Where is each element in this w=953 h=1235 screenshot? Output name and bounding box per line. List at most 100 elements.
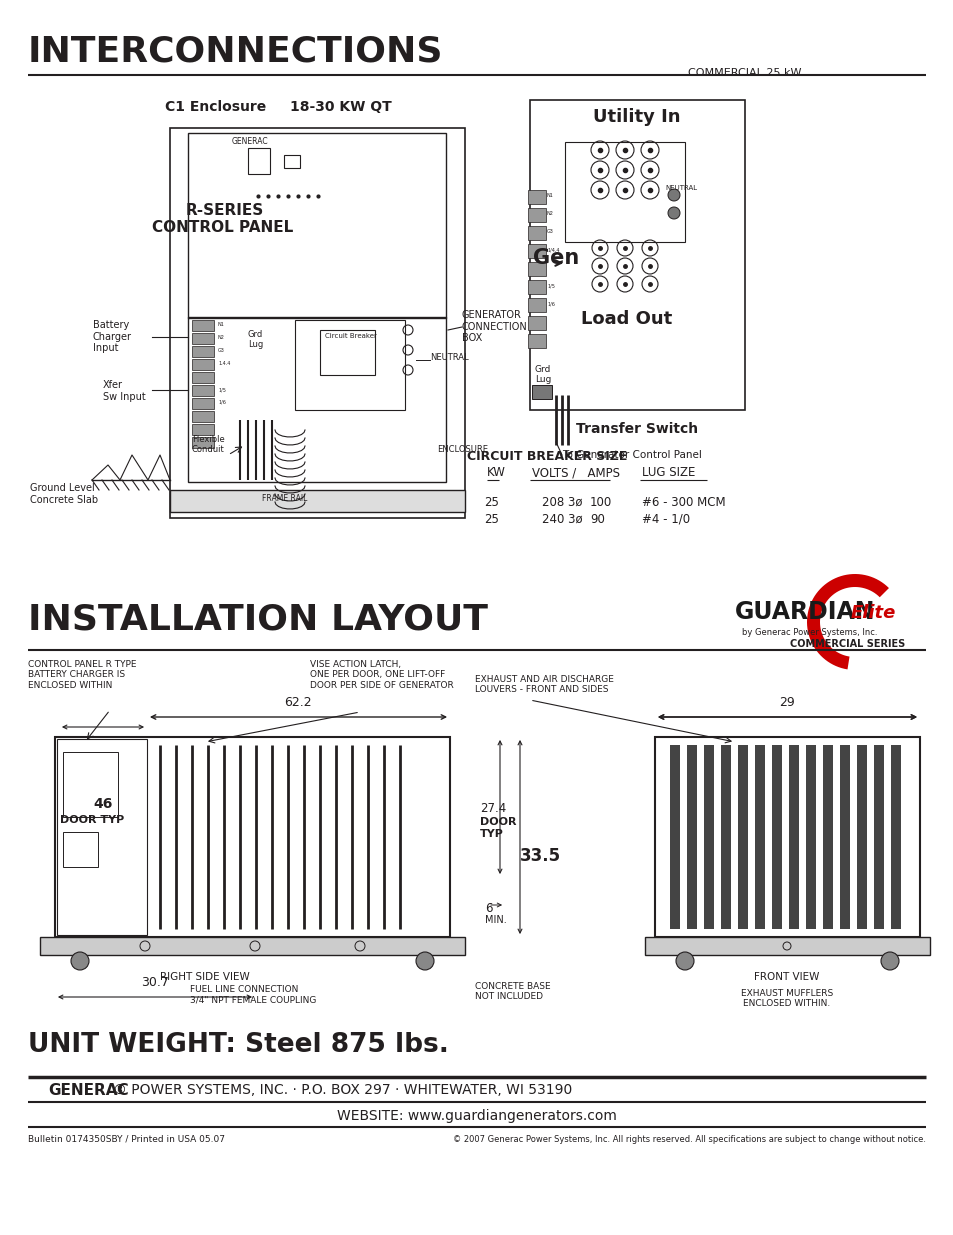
Text: Battery
Charger
Input: Battery Charger Input — [92, 320, 132, 353]
Text: 1/5: 1/5 — [218, 387, 226, 391]
Text: NEUTRAL: NEUTRAL — [664, 185, 697, 191]
Text: CONTROL PANEL: CONTROL PANEL — [152, 220, 294, 235]
Circle shape — [880, 952, 898, 969]
Text: #4 - 1/0: #4 - 1/0 — [641, 513, 689, 526]
Text: GENERAC: GENERAC — [232, 137, 269, 146]
Bar — [532, 385, 552, 399]
Bar — [822, 745, 832, 929]
Text: Flexible
Conduit: Flexible Conduit — [192, 435, 225, 454]
Text: INTERCONNECTIONS: INTERCONNECTIONS — [28, 35, 443, 69]
Bar — [788, 745, 799, 929]
Text: Grd
Lug: Grd Lug — [535, 366, 551, 384]
Text: COMMERCIAL 25 kW: COMMERCIAL 25 kW — [687, 68, 801, 78]
Text: 240 3ø: 240 3ø — [541, 513, 582, 526]
Bar — [192, 411, 213, 422]
Text: N1: N1 — [546, 193, 554, 198]
Text: ENCLOSURE: ENCLOSURE — [436, 445, 488, 454]
Text: 1/5: 1/5 — [546, 283, 555, 288]
Text: R-SERIES: R-SERIES — [186, 203, 264, 219]
Text: 46: 46 — [93, 797, 112, 811]
Bar — [63, 832, 98, 867]
Text: 1/6: 1/6 — [546, 301, 555, 306]
Circle shape — [71, 952, 89, 969]
Text: N2: N2 — [218, 335, 225, 340]
Bar — [856, 745, 866, 929]
Text: #6 - 300 MCM: #6 - 300 MCM — [641, 496, 725, 509]
Text: Elite: Elite — [850, 604, 896, 622]
Text: 62.2: 62.2 — [284, 697, 312, 709]
Bar — [192, 385, 213, 396]
Text: 18-30 KW QT: 18-30 KW QT — [290, 100, 392, 114]
Bar — [527, 316, 545, 330]
Text: VISE ACTION LATCH,
ONE PER DOOR, ONE LIFT-OFF
DOOR PER SIDE OF GENERATOR: VISE ACTION LATCH, ONE PER DOOR, ONE LIF… — [310, 659, 454, 690]
Text: LUG SIZE: LUG SIZE — [641, 466, 695, 479]
Bar — [192, 372, 213, 383]
Bar — [527, 245, 545, 258]
Text: 1.4.4: 1.4.4 — [218, 361, 230, 366]
Text: © 2007 Generac Power Systems, Inc. All rights reserved. All specifications are s: © 2007 Generac Power Systems, Inc. All r… — [453, 1135, 925, 1144]
Bar — [170, 490, 464, 513]
Text: FUEL LINE CONNECTION
3/4" NPT FEMALE COUPLING: FUEL LINE CONNECTION 3/4" NPT FEMALE COU… — [190, 986, 316, 1004]
Text: KW: KW — [486, 466, 505, 479]
Text: EXHAUST AND AIR DISCHARGE
LOUVERS - FRONT AND SIDES: EXHAUST AND AIR DISCHARGE LOUVERS - FRON… — [475, 676, 613, 694]
Bar — [805, 745, 815, 929]
Text: N1: N1 — [218, 322, 225, 327]
Text: 29: 29 — [779, 697, 794, 709]
Text: 27.4: 27.4 — [479, 802, 506, 815]
Bar — [754, 745, 764, 929]
Text: Transfer Switch: Transfer Switch — [576, 422, 698, 436]
Text: GENERATOR
CONNECTION
BOX: GENERATOR CONNECTION BOX — [461, 310, 527, 343]
Bar — [63, 752, 118, 818]
Text: 6: 6 — [484, 902, 492, 915]
Bar — [192, 320, 213, 331]
Bar — [686, 745, 697, 929]
Bar — [284, 156, 299, 168]
Bar — [669, 745, 679, 929]
Text: 1/4.4: 1/4.4 — [546, 247, 558, 252]
Text: CONCRETE BASE
NOT INCLUDED: CONCRETE BASE NOT INCLUDED — [475, 982, 550, 1002]
Bar — [192, 437, 213, 448]
Bar — [527, 262, 545, 275]
Text: DOOR
TYP: DOOR TYP — [479, 818, 516, 839]
Bar — [294, 320, 405, 410]
Text: GENERAC: GENERAC — [48, 1083, 129, 1098]
Bar — [527, 333, 545, 348]
Text: 33.5: 33.5 — [519, 847, 560, 864]
Bar — [192, 346, 213, 357]
Text: 90: 90 — [589, 513, 604, 526]
Text: 25: 25 — [484, 513, 499, 526]
Bar — [57, 739, 147, 935]
Bar — [527, 207, 545, 222]
Text: WEBSITE: www.guardiangenerators.com: WEBSITE: www.guardiangenerators.com — [336, 1109, 617, 1123]
Text: RIGHT SIDE VIEW: RIGHT SIDE VIEW — [160, 972, 250, 982]
Text: 208 3ø: 208 3ø — [541, 496, 582, 509]
Bar — [192, 424, 213, 435]
Text: Utility In: Utility In — [593, 107, 680, 126]
Text: 30.7: 30.7 — [141, 976, 169, 989]
Circle shape — [667, 207, 679, 219]
Text: DOOR TYP: DOOR TYP — [60, 815, 124, 825]
Bar — [527, 226, 545, 240]
Bar — [873, 745, 883, 929]
Text: To Generator Control Panel: To Generator Control Panel — [561, 450, 701, 459]
Text: VOLTS /   AMPS: VOLTS / AMPS — [532, 466, 619, 479]
Text: MIN.: MIN. — [484, 915, 506, 925]
Bar — [890, 745, 900, 929]
Text: COMMERCIAL SERIES: COMMERCIAL SERIES — [789, 638, 904, 650]
Text: NEUTRAL: NEUTRAL — [430, 352, 468, 362]
Bar — [738, 745, 747, 929]
Text: Xfer
Sw Input: Xfer Sw Input — [103, 380, 146, 401]
Text: 1/6: 1/6 — [218, 400, 226, 405]
Bar — [527, 280, 545, 294]
Text: N2: N2 — [546, 211, 554, 216]
Text: G3: G3 — [218, 348, 225, 353]
Bar — [192, 333, 213, 345]
Text: FRAME RAIL: FRAME RAIL — [262, 494, 308, 503]
Bar — [40, 937, 464, 955]
Bar — [703, 745, 713, 929]
Text: UNIT WEIGHT: Steel 875 lbs.: UNIT WEIGHT: Steel 875 lbs. — [28, 1032, 449, 1058]
Polygon shape — [806, 574, 888, 669]
Bar — [192, 359, 213, 370]
Bar — [644, 937, 929, 955]
Text: ® POWER SYSTEMS, INC. · P.O. BOX 297 · WHITEWATER, WI 53190: ® POWER SYSTEMS, INC. · P.O. BOX 297 · W… — [112, 1083, 572, 1097]
